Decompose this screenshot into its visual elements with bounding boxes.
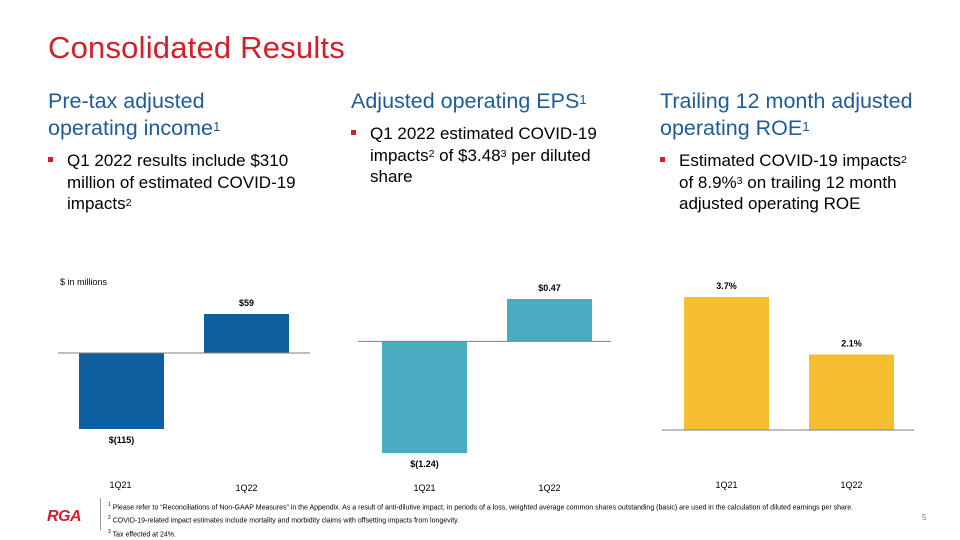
footnote: 3 Tax effected at 24%. — [108, 528, 176, 538]
chart-eps: $(1.24) 1Q21 $0.47 1Q22 — [358, 283, 611, 493]
bullet-text: Q1 2022 results include $310 million of … — [48, 150, 298, 215]
column-heading: Pre-tax adjusted operating income1 — [48, 89, 221, 140]
category-label: 1Q21 — [413, 483, 435, 493]
footer-divider — [100, 498, 101, 530]
footnote: 1 Please refer to “Reconciliations of No… — [108, 502, 854, 512]
slide-title: Consolidated Results — [48, 30, 345, 65]
bar — [684, 297, 769, 430]
column-roe: Trailing 12 month adjusted operating ROE… — [660, 88, 925, 215]
bullet-square-icon — [48, 157, 53, 162]
bullet-text: Q1 2022 estimated COVID-19 impacts2 of $… — [351, 123, 616, 188]
data-label: $0.47 — [538, 283, 561, 293]
bar — [382, 341, 467, 453]
column-heading: Trailing 12 month adjusted operating ROE… — [660, 89, 913, 140]
data-label: $59 — [239, 298, 254, 308]
footnote: 2 COVID-19-related impact estimates incl… — [108, 515, 460, 525]
data-label: $(1.24) — [410, 459, 439, 469]
bar — [809, 354, 894, 430]
bullet-square-icon — [660, 157, 665, 162]
bar — [507, 299, 592, 342]
rga-logo: RGA — [47, 508, 82, 525]
column-eps: Adjusted operating EPS1 Q1 2022 estimate… — [351, 88, 616, 188]
category-label: 1Q21 — [715, 480, 737, 490]
chart-operating-income: $(115) 1Q21 $59 1Q22 — [58, 298, 310, 493]
category-label: 1Q21 — [109, 480, 131, 490]
bullet-text: Estimated COVID-19 impacts2 of 8.9%3 on … — [660, 150, 925, 215]
chart-roe: 3.7% 1Q21 2.1% 1Q22 — [662, 281, 914, 490]
bullet-square-icon — [351, 130, 356, 135]
bar — [79, 352, 164, 429]
data-label: 3.7% — [716, 281, 737, 291]
data-label: $(115) — [109, 435, 135, 445]
category-label: 1Q22 — [235, 483, 257, 493]
column-heading: Adjusted operating EPS1 — [351, 89, 587, 113]
category-label: 1Q22 — [840, 480, 862, 490]
data-label: 2.1% — [841, 339, 862, 349]
column-operating-income: Pre-tax adjusted operating income1 Q1 20… — [48, 88, 298, 215]
footnotes: 1 Please refer to “Reconciliations of No… — [108, 500, 908, 540]
page-number: 5 — [922, 513, 927, 522]
bar — [204, 314, 289, 353]
unit-label: $ in millions — [60, 277, 108, 287]
category-label: 1Q22 — [538, 483, 560, 493]
